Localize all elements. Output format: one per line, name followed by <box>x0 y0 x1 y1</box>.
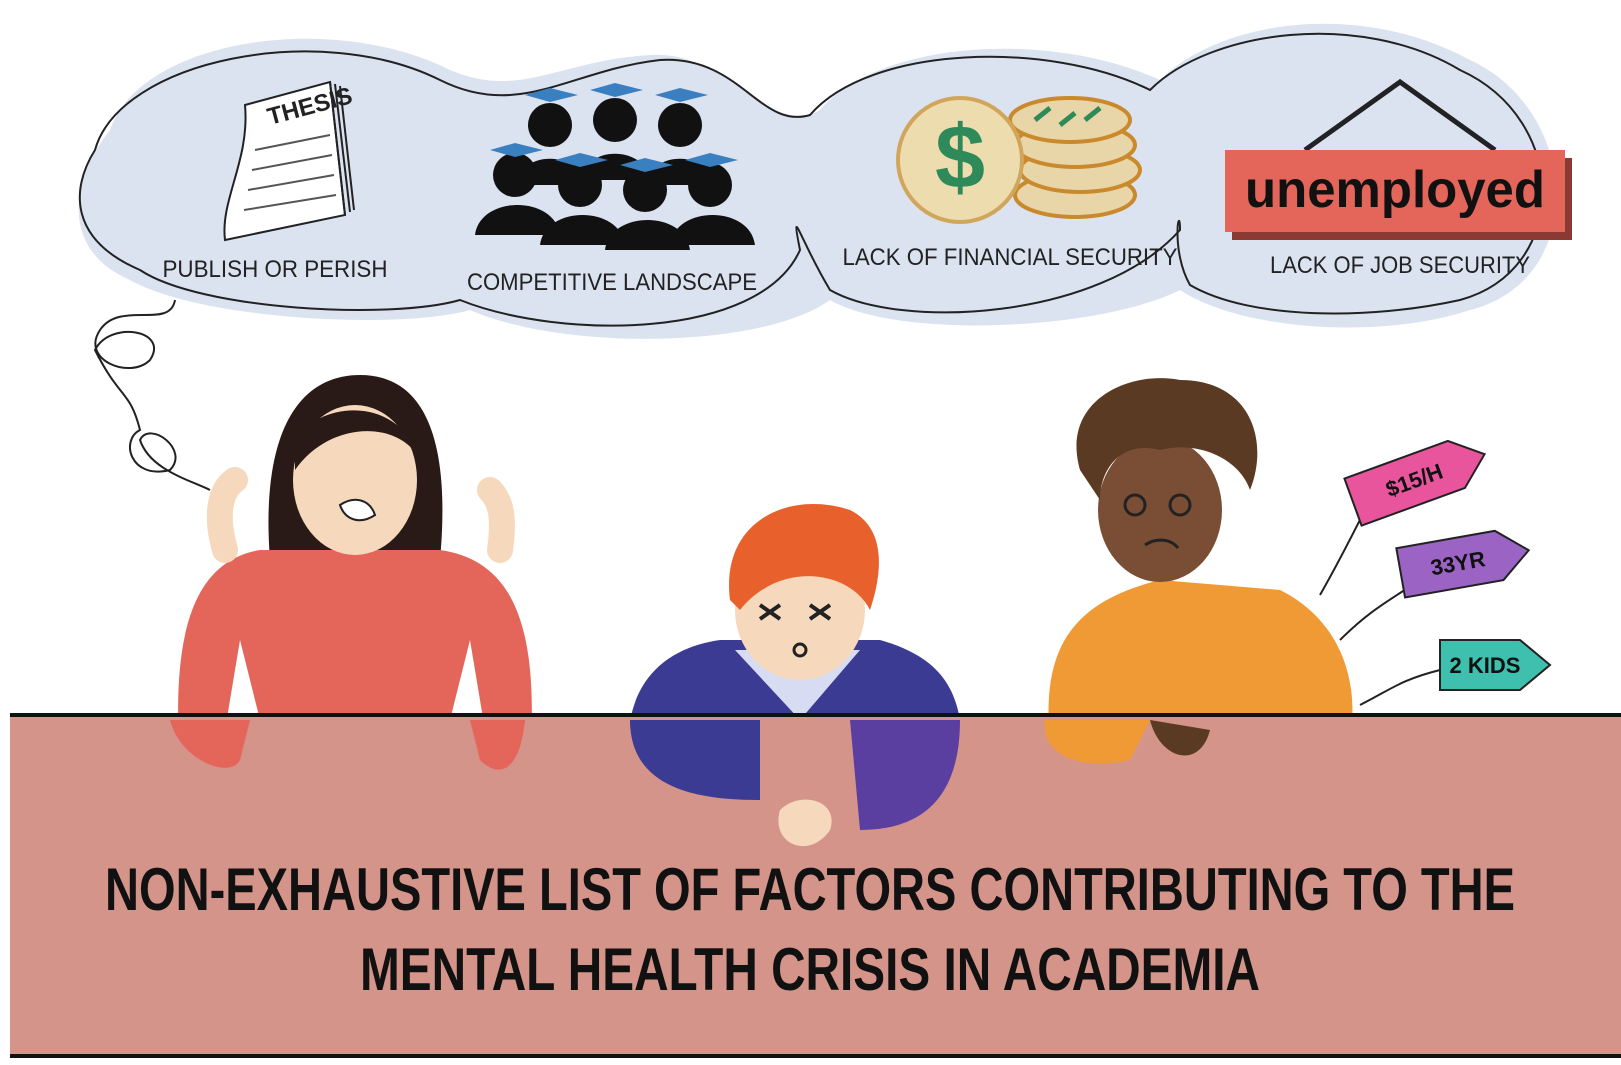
factor-label: COMPETITIVE LANDSCAPE <box>467 269 757 296</box>
sign-text: unemployed <box>1245 161 1545 219</box>
tag-label: 2 KIDS <box>1450 653 1521 678</box>
illustration: THESIS PUBLISH OR PERISH COMPETITIVE LAN… <box>0 0 1621 1065</box>
tags: $15/H 33YR 2 KIDS <box>1320 431 1550 705</box>
factor-label: LACK OF FINANCIAL SECURITY <box>843 244 1178 271</box>
table: NON-EXHAUSTIVE LIST OF FACTORS CONTRIBUT… <box>10 715 1621 1056</box>
factor-label: PUBLISH OR PERISH <box>163 256 388 283</box>
coin-symbol: $ <box>935 108 985 208</box>
thesis-icon: THESIS <box>224 82 355 240</box>
factor-label: LACK OF JOB SECURITY <box>1270 252 1530 279</box>
woman-figure <box>178 375 532 760</box>
curly-figure <box>1048 378 1352 745</box>
title-line: MENTAL HEALTH CRISIS IN ACADEMIA <box>360 936 1260 1003</box>
title-line: NON-EXHAUSTIVE LIST OF FACTORS CONTRIBUT… <box>105 856 1515 923</box>
coins-icon: $ <box>898 98 1140 222</box>
